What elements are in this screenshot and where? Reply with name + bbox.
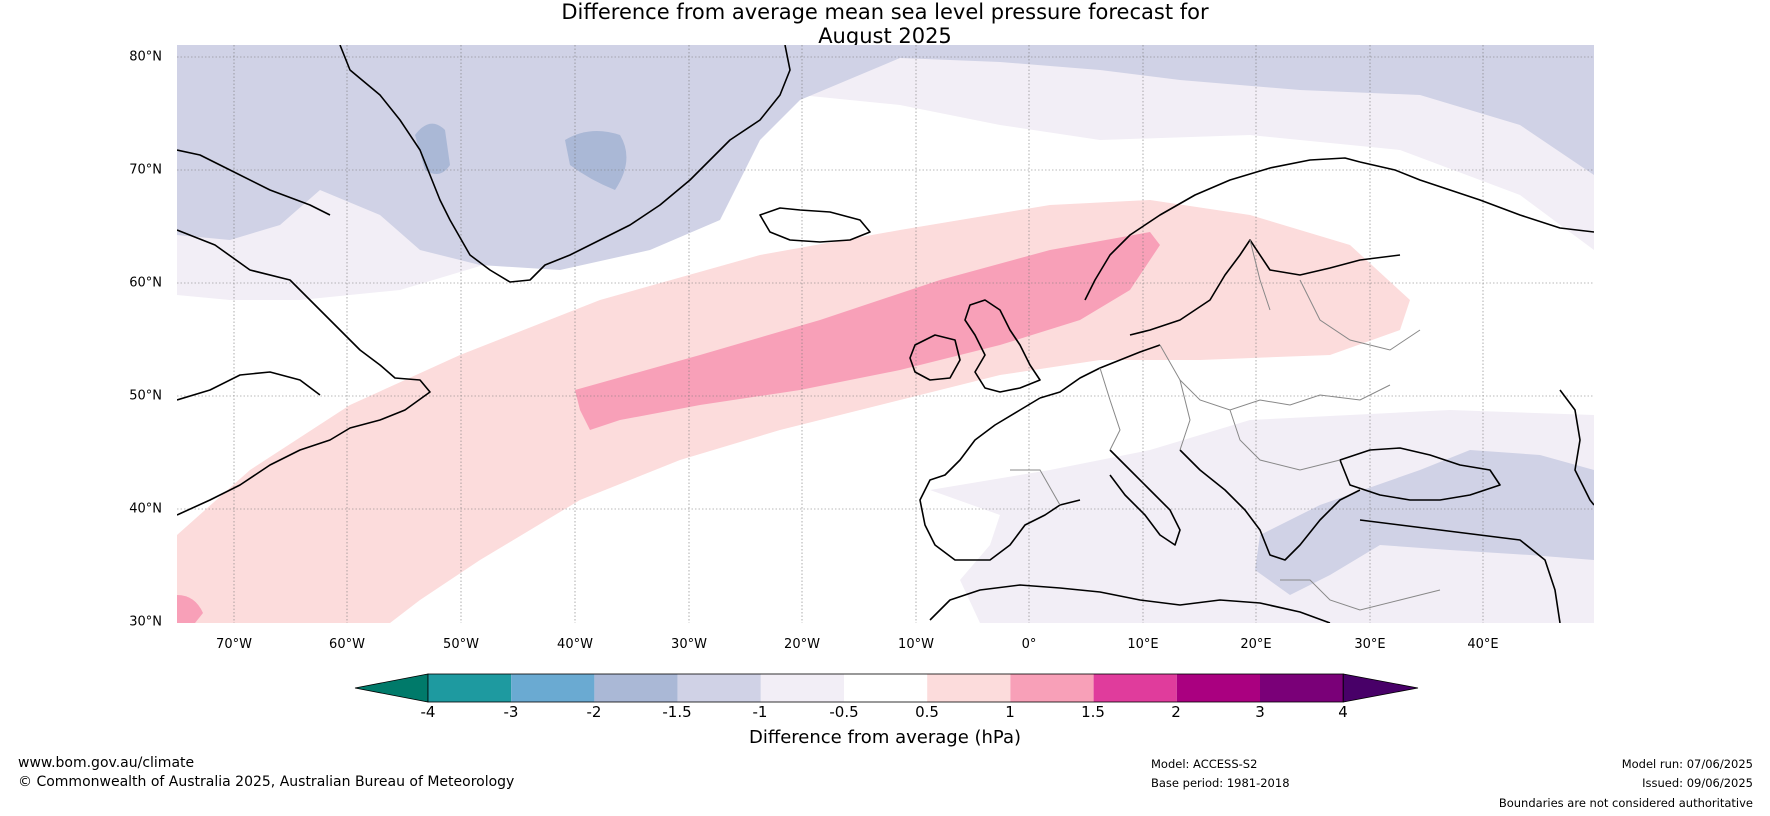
coast-north-africa — [929, 584, 1331, 623]
issued-text: Issued: 09/06/2025 — [1642, 776, 1753, 790]
colorbar-label: 1.5 — [1081, 703, 1105, 721]
title-line-2: August 2025 — [818, 24, 952, 48]
colorbar-extend-high — [1342, 673, 1419, 703]
coastlines — [177, 45, 1594, 623]
disclaimer-text: Boundaries are not considered authoritat… — [1498, 796, 1753, 810]
lon-label-30e: 30°E — [1354, 637, 1386, 652]
website-link[interactable]: www.bom.gov.au/climate — [18, 755, 195, 771]
colorbar-swatch — [511, 674, 595, 702]
model-run-text: Model run: 07/06/2025 — [1621, 757, 1753, 771]
colorbar-swatch — [844, 674, 928, 702]
lat-label-50n: 50°N — [129, 388, 162, 404]
colorbar-label: -3 — [503, 703, 519, 721]
colorbar-extend-low — [354, 673, 429, 703]
base-period-text: Base period: 1981-2018 — [1151, 776, 1290, 790]
colorbar-swatch — [1176, 674, 1260, 702]
lon-label-0: 0° — [1021, 637, 1037, 652]
colorbar-label: -2 — [586, 703, 602, 721]
lon-label-40e: 40°E — [1467, 637, 1499, 652]
lon-label-40w: 40°W — [557, 637, 593, 652]
colorbar-swatch — [760, 674, 844, 702]
colorbar-swatch — [927, 674, 1011, 702]
colorbar-frame — [427, 673, 1344, 703]
coast-black-sea — [1339, 447, 1501, 501]
lat-label-60n: 60°N — [129, 275, 162, 291]
coast-turkey-levant — [1359, 519, 1561, 623]
colorbar — [354, 673, 1419, 703]
lon-label-10w: 10°W — [898, 637, 934, 652]
lon-label-60w: 60°W — [329, 637, 365, 652]
lon-label-50w: 50°W — [443, 637, 479, 652]
chart-title: Difference from average mean sea level p… — [0, 0, 1770, 48]
colorbar-title: Difference from average (hPa) — [748, 727, 1022, 748]
colorbar-swatch — [1093, 674, 1177, 702]
lon-label-10e: 10°E — [1127, 637, 1159, 652]
pressure-anomaly-lavender-southeast — [1255, 450, 1594, 595]
colorbar-label: 2 — [1171, 703, 1181, 721]
colorbar-label: -1.5 — [662, 703, 692, 721]
lat-label-70n: 70°N — [129, 162, 162, 178]
coast-ireland — [909, 334, 961, 381]
lon-label-20w: 20°W — [784, 637, 820, 652]
colorbar-swatch — [1010, 674, 1094, 702]
coast-norway — [1084, 157, 1361, 301]
coast-balkans — [1179, 449, 1361, 561]
coast-baffin — [177, 149, 331, 216]
country-borders — [1010, 239, 1441, 611]
colorbar-label: 3 — [1255, 703, 1265, 721]
colorbar-swatch — [428, 674, 512, 702]
pressure-anomaly-pink-core — [575, 232, 1160, 430]
colorbar-label: -4 — [420, 703, 436, 721]
lat-label-30n: 30°N — [129, 614, 162, 630]
coast-caspian — [1559, 389, 1594, 506]
coast-canada-gulf — [177, 371, 321, 401]
coast-italy — [1109, 449, 1181, 546]
coast-greenland — [339, 45, 791, 283]
lon-label-70w: 70°W — [216, 637, 252, 652]
lon-label-30w: 30°W — [671, 637, 707, 652]
colorbar-label: 1 — [1005, 703, 1015, 721]
colorbar-label: 4 — [1338, 703, 1348, 721]
pressure-anomaly-blue-patch-1 — [565, 131, 627, 190]
model-text: Model: ACCESS-S2 — [1151, 757, 1258, 771]
pressure-anomaly-light-lavender-southeast — [930, 410, 1594, 623]
pressure-anomaly-pink-spot — [177, 595, 203, 623]
copyright-text: © Commonwealth of Australia 2025, Austra… — [18, 774, 515, 790]
gridlines — [177, 45, 1594, 623]
lon-label-20e: 20°E — [1240, 637, 1272, 652]
colorbar-label: -0.5 — [829, 703, 859, 721]
title-line-1: Difference from average mean sea level p… — [561, 0, 1209, 24]
coast-kola — [1359, 161, 1594, 233]
coast-labrador — [177, 229, 431, 516]
pressure-anomaly-lavender-north — [177, 45, 1594, 270]
lat-label-40n: 40°N — [129, 501, 162, 517]
colorbar-swatch — [594, 674, 678, 702]
coast-france-iberia — [919, 397, 1081, 561]
colorbar-label: 0.5 — [915, 703, 939, 721]
coast-iceland — [759, 207, 871, 243]
coast-sweden-finland — [1129, 239, 1401, 336]
colorbar-swatch — [677, 674, 761, 702]
colorbar-swatch — [1260, 674, 1344, 702]
colorbar-label: -1 — [752, 703, 768, 721]
map-panel — [177, 45, 1594, 623]
coast-britain — [964, 299, 1041, 393]
lat-label-80n: 80°N — [129, 49, 162, 65]
